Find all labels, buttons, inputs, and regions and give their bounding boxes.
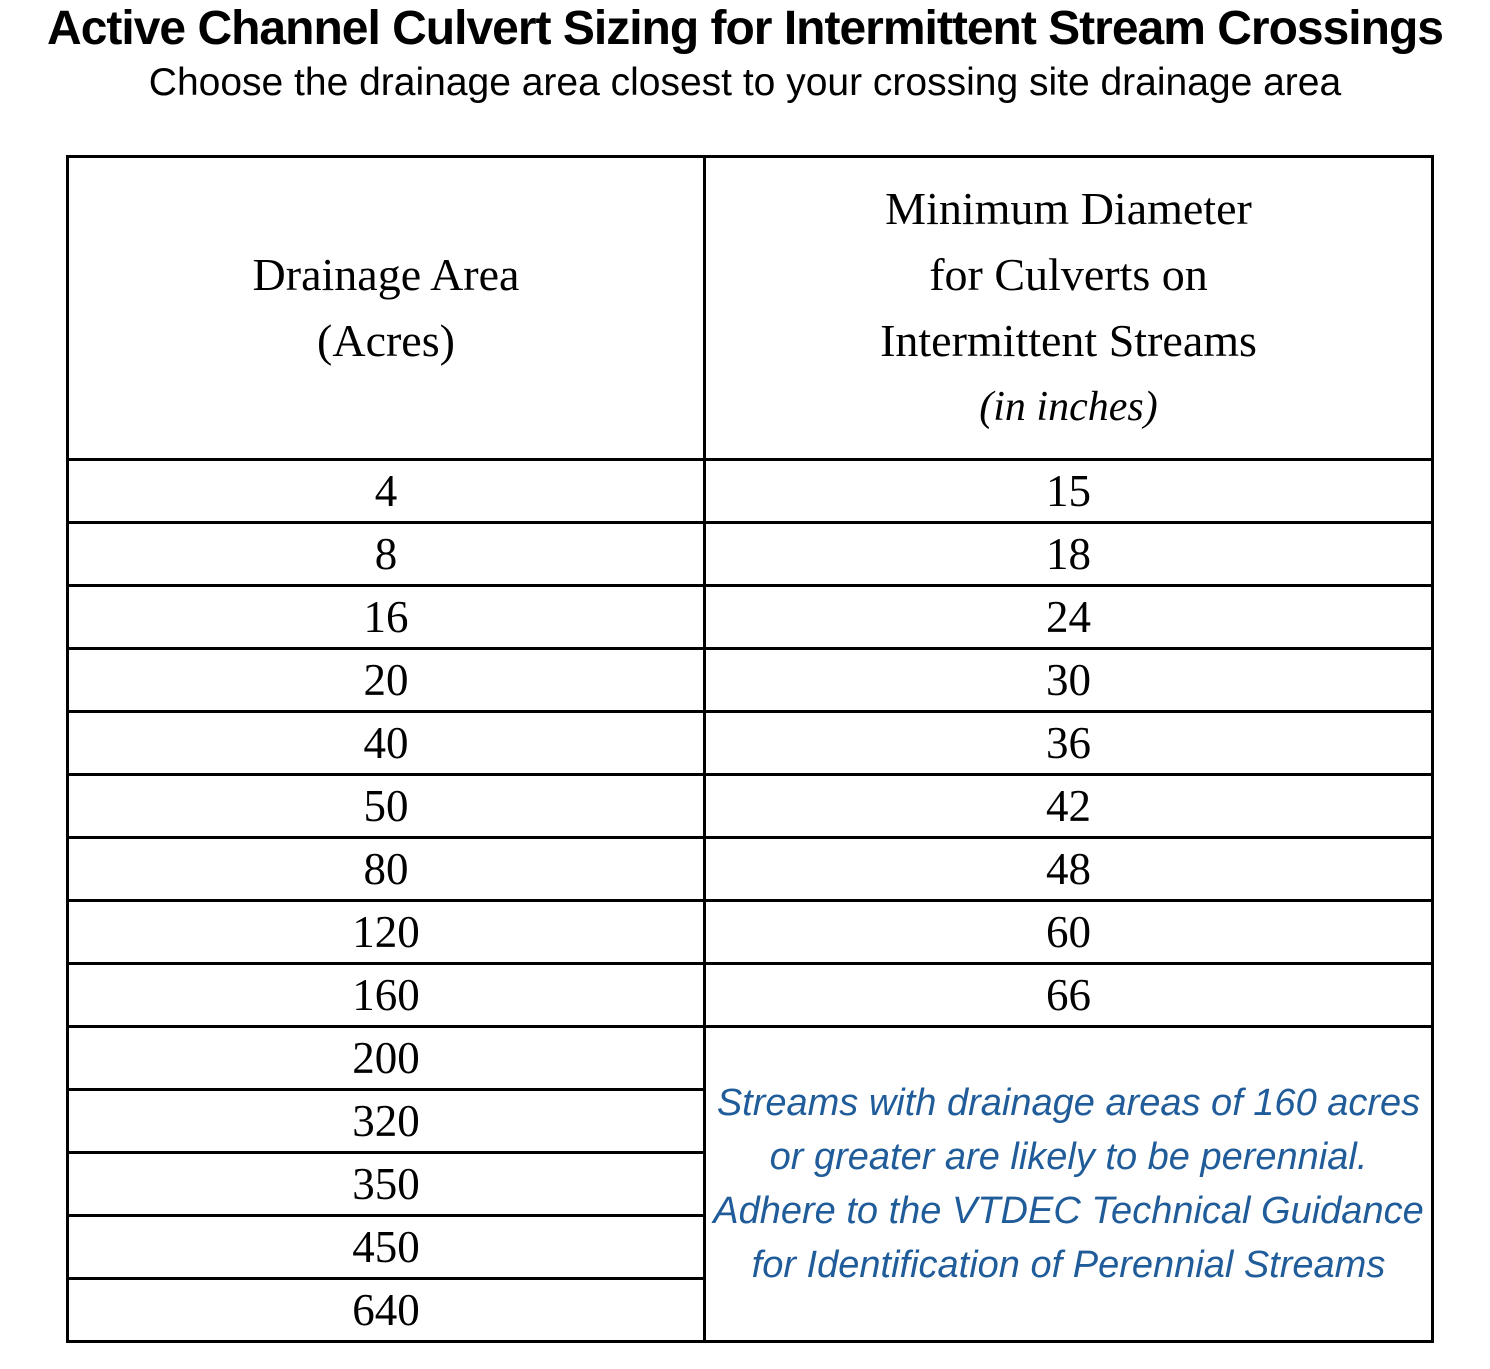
drainage-area-header-line2: (Acres) bbox=[317, 315, 455, 366]
drainage-area-cell: 450 bbox=[66, 1214, 706, 1280]
drainage-area-cell: 80 bbox=[66, 836, 706, 902]
drainage-area-cell: 350 bbox=[66, 1151, 706, 1217]
table-row: 8 18 bbox=[66, 521, 1434, 587]
diameter-cell: 48 bbox=[703, 836, 1434, 902]
table-row: 350 bbox=[66, 1151, 1433, 1217]
diameter-cell: 24 bbox=[703, 584, 1434, 650]
drainage-area-cell: 200 bbox=[66, 1025, 706, 1091]
min-diameter-header-unit: (in inches) bbox=[979, 384, 1158, 430]
table-row: 160 66 bbox=[66, 962, 1434, 1028]
table-row: 16 24 bbox=[66, 584, 1434, 650]
drainage-area-cell: 20 bbox=[66, 647, 706, 713]
table-row: 20 30 bbox=[66, 647, 1434, 713]
diameter-cell: 60 bbox=[703, 899, 1434, 965]
table-row: 450 bbox=[66, 1214, 1433, 1280]
drainage-area-cell: 4 bbox=[66, 458, 706, 524]
table-row: 640 bbox=[66, 1277, 1433, 1343]
drainage-area-cell: 120 bbox=[66, 899, 706, 965]
drainage-area-header-line1: Drainage Area bbox=[252, 249, 520, 300]
table-row: 4 15 bbox=[66, 458, 1434, 524]
perennial-note-cell: Streams with drainage areas of 160 acres… bbox=[703, 1025, 1435, 1343]
table-row: 40 36 bbox=[66, 710, 1434, 776]
drainage-area-cell: 40 bbox=[66, 710, 706, 776]
min-diameter-header: Minimum Diameter for Culverts on Intermi… bbox=[703, 155, 1434, 461]
diameter-cell: 66 bbox=[703, 962, 1434, 1028]
perennial-stream-note: Streams with drainage areas of 160 acres… bbox=[713, 1082, 1435, 1286]
diameter-cell: 15 bbox=[703, 458, 1434, 524]
table-row: 200 Streams with drainage areas of 160 a… bbox=[66, 1025, 1434, 1343]
table-row: 120 60 bbox=[66, 899, 1434, 965]
drainage-area-cell: 8 bbox=[66, 521, 706, 587]
drainage-area-cell: 160 bbox=[66, 962, 706, 1028]
min-diameter-header-line2: for Culverts on bbox=[929, 249, 1208, 300]
diameter-cell: 18 bbox=[703, 521, 1434, 587]
drainage-area-cell: 320 bbox=[66, 1088, 706, 1154]
page-subtitle: Choose the drainage area closest to your… bbox=[148, 61, 1342, 104]
table-header-row: Drainage Area (Acres) Minimum Diameter f… bbox=[66, 155, 1434, 461]
culvert-sizing-table: Drainage Area (Acres) Minimum Diameter f… bbox=[66, 155, 1434, 1343]
page-title: Active Channel Culvert Sizing for Interm… bbox=[47, 2, 1444, 55]
diameter-cell: 42 bbox=[703, 773, 1434, 839]
table-row: 80 48 bbox=[66, 836, 1434, 902]
drainage-area-cell: 16 bbox=[66, 584, 706, 650]
min-diameter-header-line3: Intermittent Streams bbox=[880, 315, 1257, 366]
diameter-cell: 36 bbox=[703, 710, 1434, 776]
drainage-area-cell: 640 bbox=[66, 1277, 706, 1343]
drainage-area-cell: 50 bbox=[66, 773, 706, 839]
table-row: 320 bbox=[66, 1088, 1433, 1154]
min-diameter-header-line1: Minimum Diameter bbox=[885, 183, 1252, 234]
table-row: 50 42 bbox=[66, 773, 1434, 839]
diameter-cell: 30 bbox=[703, 647, 1434, 713]
drainage-area-header: Drainage Area (Acres) bbox=[66, 155, 706, 461]
